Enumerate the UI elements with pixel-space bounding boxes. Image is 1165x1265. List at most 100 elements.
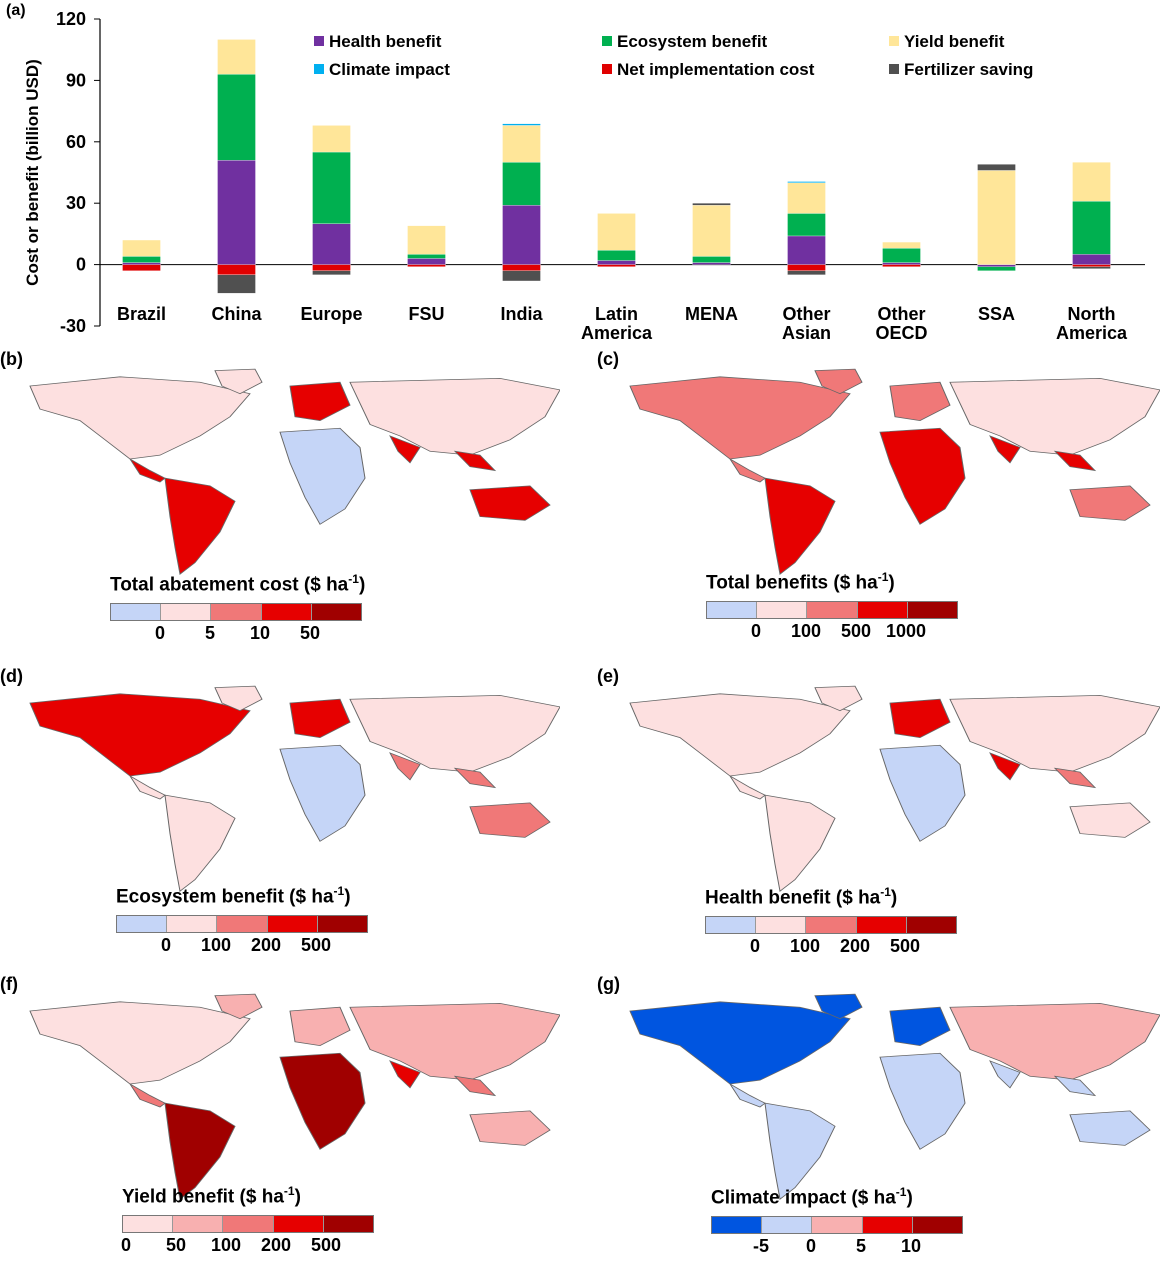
- bar-segment: [977, 264, 1016, 267]
- map-region-africa: [879, 744, 966, 842]
- map-region-seAsia: [453, 767, 497, 789]
- bar-segment: [787, 264, 826, 271]
- colorbar-swatch: [323, 1216, 374, 1232]
- colorbar-title-end: ): [344, 886, 351, 908]
- colorbar-swatch: [117, 916, 168, 932]
- bar-segment: [312, 264, 351, 271]
- map-region-africa: [279, 1052, 366, 1150]
- colorbar-title-unit: -1: [877, 570, 889, 584]
- colorbar-swatch: [807, 602, 858, 618]
- bar-segment: [597, 250, 636, 261]
- colorbar-tick-label: 50: [165, 1235, 187, 1255]
- colorbar-title-d: Ecosystem benefit ($ ha-1): [116, 884, 351, 908]
- panel-label-b: (b): [0, 349, 23, 369]
- colorbar-swatch: [912, 1217, 963, 1233]
- x-tick-label: Other: [877, 304, 925, 324]
- colorbar-title-text: Ecosystem benefit ($ ha: [116, 886, 334, 908]
- bar-segment: [882, 262, 921, 265]
- bar-segment: [787, 270, 826, 275]
- map-region-africa: [279, 744, 366, 842]
- colorbar-tick-label: 0: [805, 1236, 817, 1256]
- map-region-southAsia: [389, 752, 421, 781]
- world-map-c: [629, 368, 1160, 575]
- colorbar-title-text: Health benefit ($ ha: [705, 887, 881, 909]
- x-tick-label: MENA: [685, 304, 738, 324]
- x-tick-label: SSA: [978, 304, 1015, 324]
- x-tick-label: FSU: [409, 304, 445, 324]
- x-tick-label: Europe: [300, 304, 362, 324]
- colorbar-title-c: Total benefits ($ ha-1): [706, 570, 895, 594]
- bar-segment: [312, 223, 351, 265]
- map-region-europe: [289, 381, 351, 421]
- colorbar-swatch: [161, 604, 212, 620]
- colorbar-swatch: [906, 917, 957, 933]
- map-region-centralAmerica: [129, 1083, 166, 1108]
- map-region-australia: [469, 802, 551, 838]
- y-tick-label: 90: [66, 70, 86, 90]
- colorbar-swatch: [712, 1217, 763, 1233]
- legend-swatch: [314, 36, 324, 46]
- x-tick-label: America: [581, 323, 653, 343]
- colorbar-swatch: [173, 1216, 224, 1232]
- colorbar-title-unit: -1: [348, 572, 359, 586]
- colorbar-tick-label: 5: [204, 623, 216, 643]
- colorbar-title-end: ): [906, 1187, 913, 1209]
- map-region-africa: [279, 427, 366, 525]
- world-map-d: [29, 685, 560, 892]
- bar-segment: [977, 266, 1016, 271]
- bar-segment: [502, 205, 541, 265]
- world-map-f: [29, 993, 560, 1200]
- map-region-australia: [469, 485, 551, 521]
- colorbar-e: [705, 916, 957, 934]
- bar-segment: [407, 254, 446, 259]
- map-region-europe: [289, 698, 351, 738]
- map-region-northAmerica: [29, 693, 251, 777]
- colorbar-b: [110, 603, 362, 621]
- bar-segment: [787, 181, 826, 183]
- colorbar-tick-label: 100: [200, 935, 232, 955]
- map-region-seAsia: [453, 1075, 497, 1097]
- colorbar-f: [122, 1215, 374, 1233]
- colorbar-tick-label: 100: [210, 1235, 242, 1255]
- map-region-southAmerica: [764, 794, 836, 892]
- bar-segment: [122, 256, 161, 263]
- colorbar-swatch: [217, 916, 268, 932]
- map-region-southAsia: [989, 1060, 1021, 1089]
- colorbar-tick-label: 100: [789, 936, 821, 956]
- x-tick-label: China: [211, 304, 262, 324]
- map-region-seAsia: [1053, 767, 1097, 789]
- colorbar-tick-label: 200: [250, 935, 282, 955]
- bar-segment: [122, 264, 161, 271]
- bar-segment: [407, 264, 446, 267]
- map-region-southAmerica: [164, 794, 236, 892]
- colorbar-c: [706, 601, 958, 619]
- bar-segment: [597, 260, 636, 265]
- panel-label-f: (f): [0, 974, 18, 994]
- bar-segment: [692, 256, 731, 263]
- colorbar-tick-label: 0: [750, 621, 762, 641]
- colorbar-swatch: [707, 602, 758, 618]
- colorbar-swatch: [806, 917, 857, 933]
- x-tick-label: Other: [782, 304, 830, 324]
- bar-segment: [882, 241, 921, 249]
- map-region-greenland: [814, 993, 863, 1020]
- stacked-bar-chart: 120 90 60 30 0 -30 Cost or benefit (billion US…: [23, 9, 1145, 343]
- colorbar-swatch: [273, 1216, 324, 1232]
- bar-segment: [1072, 264, 1111, 267]
- bar-segment: [787, 213, 826, 237]
- map-region-australia: [1069, 485, 1151, 521]
- map-region-northAmerica: [29, 376, 251, 460]
- legend-swatch: [314, 64, 324, 74]
- map-region-northAmerica: [29, 1001, 251, 1085]
- map-region-australia: [1069, 1110, 1151, 1146]
- x-tick-label: America: [1056, 323, 1128, 343]
- colorbar-swatch: [762, 1217, 813, 1233]
- legend-label: Climate impact: [329, 60, 450, 79]
- bar-segment: [597, 264, 636, 267]
- colorbar-title-g: Climate impact ($ ha-1): [711, 1185, 913, 1209]
- colorbar-tick-label: 0: [154, 623, 166, 643]
- colorbar-swatch: [111, 604, 162, 620]
- map-region-southAmerica: [764, 477, 836, 575]
- bar-segment: [312, 125, 351, 153]
- bar-segment: [312, 151, 351, 224]
